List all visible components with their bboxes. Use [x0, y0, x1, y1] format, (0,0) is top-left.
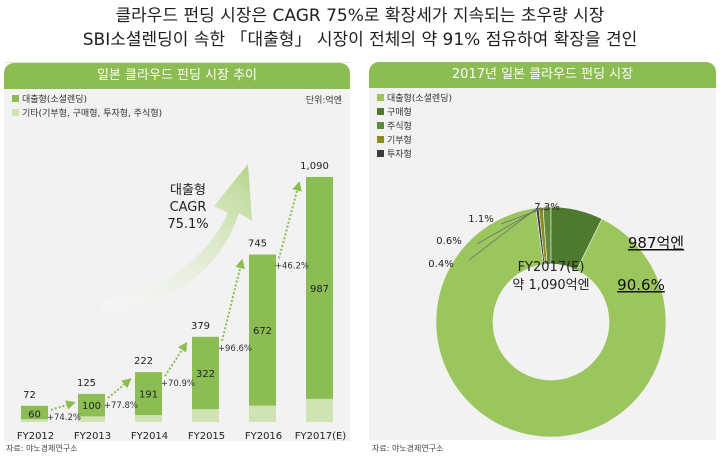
bar-value-label: 672 — [253, 326, 272, 337]
bar-total-label: 379 — [191, 321, 210, 332]
donut-slice — [435, 207, 667, 438]
right-panel: 2017년 일본 클라우드 펀딩 시장 대출형(소셜렌딩) 구매형 주식형 기부… — [369, 62, 716, 440]
bar-lending — [249, 254, 276, 406]
growth-arrow — [164, 346, 185, 377]
cagr-label-line-1: 대출형 — [170, 183, 206, 198]
leader-line — [468, 207, 538, 261]
x-tick-label: FY2014 — [131, 431, 168, 441]
legend-swatch — [377, 150, 384, 157]
bar-lending — [192, 336, 219, 410]
slice-label-investment: 0.4% — [428, 259, 453, 270]
bar-total-label: 72 — [23, 390, 36, 401]
slice-label-purchase: 7.3% — [534, 202, 559, 213]
legend-item-other: 기타(기부형, 구매형, 투자형, 주식형) — [12, 107, 162, 121]
legend-item-lending: 대출형(소셜렌딩) — [377, 92, 452, 106]
legend-item-purchase: 구매형 — [377, 106, 452, 120]
growth-label: +70.9% — [161, 379, 195, 389]
cagr-label-line-2: CAGR — [170, 200, 207, 215]
growth-label: +74.2% — [47, 413, 81, 423]
growth-arrow-head — [121, 378, 132, 389]
x-tick-label: FY2015 — [188, 431, 225, 441]
legend-item-donation: 기부형 — [377, 134, 452, 148]
left-panel: 일본 클라우드 펀딩 시장 추이 대출형(소셜렌딩) 기타(기부형, 구매형, … — [4, 62, 350, 441]
growth-arrow-head — [235, 258, 245, 270]
legend-swatch — [12, 109, 19, 116]
legend-swatch — [377, 94, 384, 101]
bar-total-label: 745 — [248, 239, 267, 250]
bar-other — [249, 405, 276, 422]
left-legend: 대출형(소셜렌딩) 기타(기부형, 구매형, 투자형, 주식형) — [12, 93, 162, 121]
left-panel-body — [4, 89, 350, 441]
bar-other — [306, 398, 333, 422]
center-label-line-1: FY2017(E) — [518, 260, 585, 275]
bar-other — [78, 416, 105, 422]
growth-arrow — [221, 264, 242, 342]
bar-value-label: 100 — [82, 401, 101, 412]
legend-swatch — [377, 136, 384, 143]
legend-label: 대출형(소셜렌딩) — [387, 94, 452, 104]
bar-lending — [78, 393, 105, 417]
legend-label: 구매형 — [387, 108, 412, 118]
legend-label: 주식형 — [387, 122, 412, 132]
growth-arrow — [278, 186, 299, 259]
left-panel-title: 일본 클라우드 펀딩 시장 추이 — [4, 63, 350, 89]
legend-swatch — [377, 108, 384, 115]
slice-label-equity: 1.1% — [468, 214, 493, 225]
bar-chart: 대출형 CAGR 75.1% 60 72 FY2012 100 125 FY2013 191… — [17, 161, 346, 441]
legend-swatch — [12, 95, 19, 102]
cagr-label-line-3: 75.1% — [167, 217, 208, 232]
legend-label: 기타(기부형, 구매형, 투자형, 주식형) — [22, 109, 163, 119]
growth-label: +46.2% — [275, 262, 309, 272]
legend-label: 대출형(소셜렌딩) — [22, 95, 87, 105]
growth-arrow-head — [178, 341, 188, 353]
growth-arrow-head — [65, 400, 76, 410]
legend-swatch — [377, 122, 384, 129]
headline-line-2: SBI소셜렌딩이 속한 「대출형」 시장이 전체의 약 91% 점유하여 확장을… — [82, 30, 638, 50]
bar-other — [192, 409, 219, 422]
bar-total-label: 222 — [134, 356, 153, 367]
lending-amount-label: 987억엔 — [628, 234, 684, 252]
left-source: 자료: 야노경제연구소 — [6, 444, 78, 453]
bar-lending — [135, 372, 162, 416]
right-panel-title: 2017년 일본 클라우드 펀딩 시장 — [369, 62, 716, 88]
headline: 클라우드 펀딩 시장은 CAGR 75%로 확장세가 지속되는 초우량 시장 S… — [0, 4, 720, 52]
bar-total-label: 125 — [77, 378, 96, 389]
bar-value-label: 987 — [310, 284, 329, 295]
growth-arrow — [107, 381, 128, 399]
bar-total-label: 1,090 — [300, 161, 329, 172]
slices-layer: 7.3% 1.1% 0.6% 0.4% — [428, 202, 667, 438]
bar-value-label: 322 — [196, 369, 215, 380]
x-tick-label: FY2016 — [245, 431, 282, 441]
growth-arrow-head — [292, 181, 302, 192]
legend-label: 기부형 — [387, 136, 412, 146]
x-tick-label: FY2012 — [17, 431, 54, 441]
bar-lending — [306, 177, 333, 399]
slice-label-donation: 0.6% — [436, 236, 461, 247]
bar-other — [135, 415, 162, 422]
headline-line-1: 클라우드 펀딩 시장은 CAGR 75%로 확장세가 지속되는 초우량 시장 — [115, 6, 605, 26]
growth-label: +77.8% — [104, 401, 138, 411]
right-source: 자료: 야노경제연구소 — [372, 444, 444, 453]
bar-value-label: 191 — [139, 390, 158, 401]
center-label-line-2: 약 1,090억엔 — [512, 278, 589, 293]
unit-label: 단위:억엔 — [305, 96, 342, 106]
bar-value-label: 60 — [28, 410, 41, 421]
x-tick-label: FY2017(E) — [295, 431, 347, 441]
legend-label: 투자형 — [387, 150, 412, 160]
bars-layer: 60 72 FY2012 100 125 FY2013 191 222 FY2014 322 379… — [17, 161, 346, 441]
legend-item-investment: 투자형 — [377, 148, 452, 162]
lending-share-label: 90.6% — [617, 276, 665, 294]
donut-chart: 7.3% 1.1% 0.6% 0.4% FY2017(E) 약 1,090억엔 987… — [428, 202, 684, 438]
growth-label: +96.6% — [218, 344, 252, 354]
right-legend: 대출형(소셜렌딩) 구매형 주식형 기부형 투자형 — [377, 92, 452, 162]
leader-line — [500, 206, 548, 225]
x-tick-label: FY2013 — [74, 431, 111, 441]
legend-item-equity: 주식형 — [377, 120, 452, 134]
cagr-arrow-icon — [102, 164, 252, 313]
bar-other — [21, 419, 48, 422]
bar-lending — [21, 405, 48, 420]
legend-item-lending: 대출형(소셜렌딩) — [12, 93, 162, 107]
